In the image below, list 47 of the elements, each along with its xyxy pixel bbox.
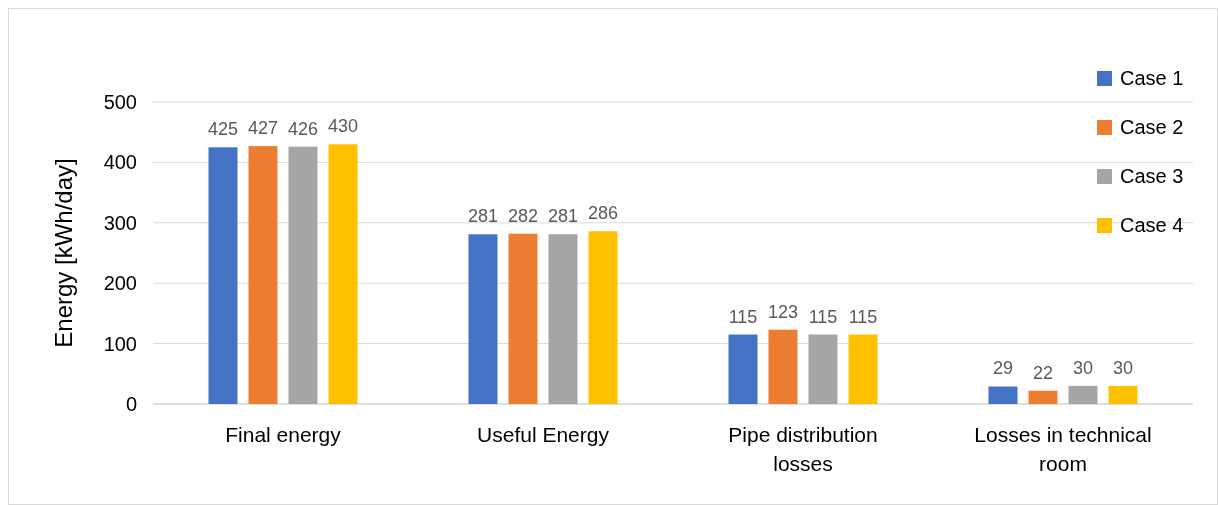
legend-label: Case 4 xyxy=(1120,214,1184,236)
bar xyxy=(988,386,1018,404)
data-label: 115 xyxy=(808,306,838,327)
bar xyxy=(728,334,758,404)
bar xyxy=(1108,385,1138,404)
bar xyxy=(288,146,318,404)
bar xyxy=(248,146,278,404)
y-tick-label: 400 xyxy=(103,151,137,174)
y-tick-label: 500 xyxy=(103,91,137,113)
legend-label: Case 3 xyxy=(1120,165,1184,187)
y-tick-label: 0 xyxy=(125,393,137,415)
bar xyxy=(468,234,498,404)
bar xyxy=(808,334,838,404)
x-tick-label: Useful Energy xyxy=(477,423,610,446)
x-tick-label: Pipe distribution losses xyxy=(728,423,878,475)
bar xyxy=(208,147,238,404)
data-label: 115 xyxy=(728,306,758,327)
data-label: 426 xyxy=(287,118,319,139)
bar xyxy=(508,233,538,404)
bar xyxy=(768,329,798,404)
bar xyxy=(588,231,618,404)
data-label: 30 xyxy=(1112,357,1134,378)
data-label: 123 xyxy=(767,301,799,322)
x-tick-label: Final energy xyxy=(225,423,342,446)
data-label: 115 xyxy=(848,306,878,327)
data-label: 425 xyxy=(207,119,239,140)
data-label: 281 xyxy=(467,206,499,227)
data-label: 30 xyxy=(1072,357,1094,378)
y-tick-label: 200 xyxy=(103,272,137,295)
legend-label: Case 1 xyxy=(1120,67,1184,89)
data-label: 430 xyxy=(327,116,359,137)
y-axis-title: Energy [kWh/day] xyxy=(50,158,77,348)
data-label: 427 xyxy=(247,118,279,139)
bar xyxy=(848,334,878,404)
bar xyxy=(1068,385,1098,404)
y-tick-label: 300 xyxy=(103,211,137,234)
data-label: 22 xyxy=(1032,362,1054,383)
data-label: 29 xyxy=(992,358,1014,379)
bar xyxy=(1028,390,1058,404)
x-tick-label: Losses in technical room xyxy=(974,423,1152,475)
legend-label: Case 2 xyxy=(1120,116,1184,138)
bar xyxy=(548,234,578,404)
bar xyxy=(328,144,358,404)
data-label: 281 xyxy=(547,206,579,227)
data-label: 282 xyxy=(507,205,539,226)
y-tick-label: 100 xyxy=(103,332,137,355)
data-label: 286 xyxy=(587,203,619,224)
